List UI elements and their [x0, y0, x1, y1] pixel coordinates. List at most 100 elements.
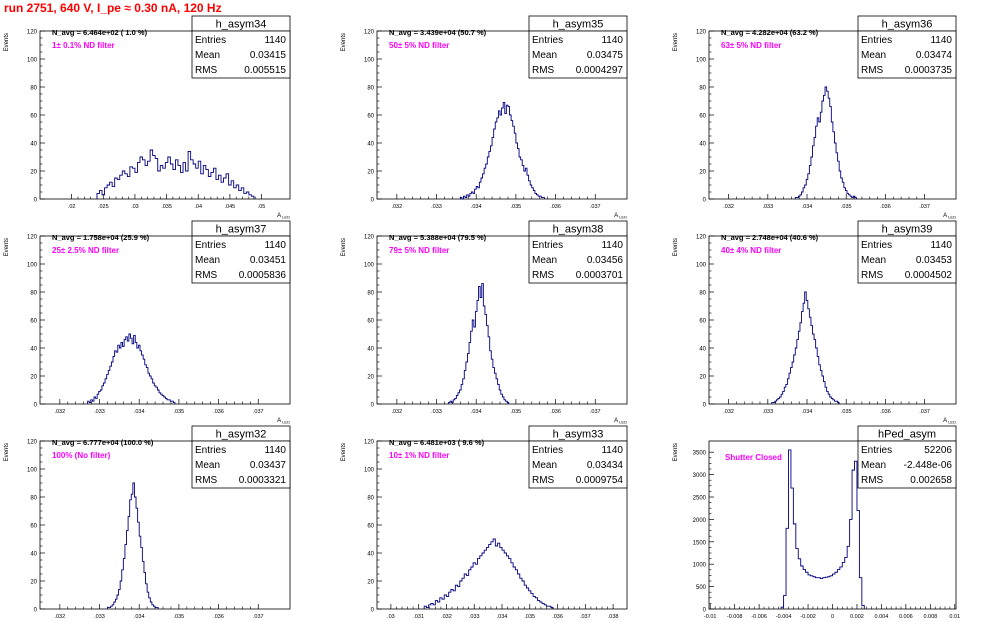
y-tick-label: 100	[27, 263, 38, 269]
x-tick-label: 0.004	[875, 614, 889, 620]
histogram-line	[423, 538, 554, 609]
stats-box: h_asym34 Entries 1140 Mean 0.03415 RMS 0.00551…	[191, 15, 291, 79]
y-tick-label: 60	[367, 524, 374, 530]
y-tick-label: 40	[30, 552, 37, 558]
stats-body-box	[191, 235, 291, 284]
y-tick-label: 80	[367, 291, 374, 297]
x-tick-label: .033	[431, 409, 442, 415]
histogram-name: h_asym34	[216, 19, 267, 31]
y-tick-label: 120	[364, 440, 375, 446]
y-tick-label: 80	[30, 291, 37, 297]
filter-annotation: 40± 4% ND filter	[721, 246, 781, 255]
x-axis-label: A LED	[614, 213, 627, 220]
x-tick-label: .035	[841, 409, 852, 415]
stats-value: 0.005515	[244, 65, 286, 76]
navg-annotation: N_avg = 3.439e+04 (50.7 %)	[389, 28, 487, 37]
y-tick-label: 3500	[693, 451, 707, 457]
stats-label: Entries	[861, 35, 892, 46]
histogram-pad-h_asym37: 0 20 40 60 80 100 120 .032 .033 .034 .035 .036 .037 E…	[4, 220, 291, 425]
x-tick-label: .033	[762, 204, 773, 210]
stats-value: 1140	[264, 240, 286, 251]
stats-box: h_asym36 Entries 1140 Mean 0.03474 RMS 0.00037…	[857, 15, 957, 79]
stats-value: 0.03456	[587, 255, 624, 266]
stats-value: 0.002658	[910, 475, 952, 486]
y-tick-label: 1500	[693, 540, 707, 546]
stats-value: 0.0003701	[576, 270, 624, 281]
y-tick-label: 0	[34, 403, 38, 409]
histogram-pad-h_asym39: 0 20 40 60 80 100 120 .032 .033 .034 .035 .036 .037 E…	[673, 220, 957, 425]
x-axis-label: A LED	[614, 418, 627, 425]
x-tick-label: .037	[253, 409, 264, 415]
histogram-line	[459, 101, 545, 200]
y-tick-label: 60	[699, 114, 706, 120]
x-tick-label: .035	[174, 409, 185, 415]
stats-value: 1140	[264, 445, 286, 456]
histogram-pad-h_asym35: 0 20 40 60 80 100 120 .032 .033 .034 .035 .036 .037 E…	[341, 15, 628, 220]
stats-box: h_asym32 Entries 1140 Mean 0.03437 RMS 0.00033…	[191, 425, 291, 489]
x-tick-label: .037	[919, 409, 930, 415]
stats-value: 0.03415	[250, 50, 287, 61]
y-tick-label: 0	[703, 403, 707, 409]
histogram-name: h_asym32	[216, 429, 267, 441]
stats-box: h_asym38 Entries 1140 Mean 0.03456 RMS 0.00037…	[528, 220, 628, 284]
stats-box: h_asym35 Entries 1140 Mean 0.03475 RMS 0.00042…	[528, 15, 628, 79]
navg-annotation: N_avg = 4.282e+04 (63.2 %)	[721, 28, 819, 37]
y-axis-label: Events	[673, 443, 679, 461]
x-tick-label: .033	[94, 614, 105, 620]
navg-annotation: N_avg = 6.481e+03 ( 9.6 %)	[389, 438, 485, 447]
x-tick-label: .033	[469, 614, 480, 620]
y-axis-label: Events	[673, 238, 679, 256]
x-tick-label: 0	[831, 614, 834, 620]
x-tick-label: .036	[213, 614, 224, 620]
histogram-name: h_asym35	[553, 19, 604, 31]
stats-label: Entries	[532, 445, 563, 456]
x-tick-label: .045	[225, 204, 236, 210]
y-axis-label: Events	[341, 238, 347, 256]
y-tick-label: 20	[30, 375, 37, 381]
stats-value: 0.03437	[250, 460, 287, 471]
y-tick-label: 20	[367, 375, 374, 381]
navg-annotation: N_avg = 6.464e+02 ( 1.0 %)	[52, 28, 148, 37]
y-tick-label: 60	[30, 319, 37, 325]
filter-annotation: 25± 2.5% ND filter	[52, 246, 119, 255]
y-tick-label: 100	[696, 263, 707, 269]
stats-label: Entries	[195, 35, 226, 46]
x-tick-label: -0.002	[800, 614, 816, 620]
y-tick-label: 0	[371, 198, 375, 204]
y-tick-label: 120	[696, 30, 707, 36]
x-tick-label: .033	[431, 204, 442, 210]
histogram-name: h_asym33	[553, 429, 604, 441]
stats-value: 1140	[601, 445, 623, 456]
stats-box: h_asym39 Entries 1140 Mean 0.03453 RMS 0.00045…	[857, 220, 957, 284]
y-tick-label: 120	[364, 30, 375, 36]
histogram-name: h_asym39	[882, 224, 933, 236]
filter-annotation: 100% (No filter)	[52, 451, 111, 460]
histogram-line	[447, 283, 510, 404]
x-tick-label: .034	[802, 409, 813, 415]
x-tick-label: .034	[471, 409, 482, 415]
y-tick-label: 80	[699, 86, 706, 92]
histogram-pad-hPed_asym: 0 500 1000 1500 2000 2500 3000 3500 -0.01 -0.008 -…	[673, 425, 960, 620]
x-tick-label: .032	[723, 409, 734, 415]
x-tick-label: .032	[723, 204, 734, 210]
y-tick-label: 100	[696, 58, 707, 64]
y-tick-label: 20	[30, 580, 37, 586]
stats-body-box	[857, 30, 957, 79]
x-tick-label: .035	[161, 204, 172, 210]
stats-body-box	[191, 440, 291, 489]
x-tick-label: -0.006	[751, 614, 767, 620]
stats-box: h_asym37 Entries 1140 Mean 0.03451 RMS 0.00058…	[191, 220, 291, 284]
x-tick-label: .037	[580, 614, 591, 620]
x-tick-label: .037	[919, 204, 930, 210]
x-tick-label: .03	[131, 204, 139, 210]
x-tick-label: .031	[413, 614, 424, 620]
x-tick-label: .036	[550, 409, 561, 415]
y-tick-label: 20	[699, 170, 706, 176]
y-tick-label: 80	[30, 86, 37, 92]
stats-value: 1140	[930, 240, 952, 251]
y-tick-label: 40	[30, 142, 37, 148]
navg-annotation: N_avg = 2.748e+04 (40.6 %)	[721, 233, 819, 242]
stats-value: 0.0003321	[239, 475, 287, 486]
x-axis-label: A LED	[943, 418, 956, 425]
